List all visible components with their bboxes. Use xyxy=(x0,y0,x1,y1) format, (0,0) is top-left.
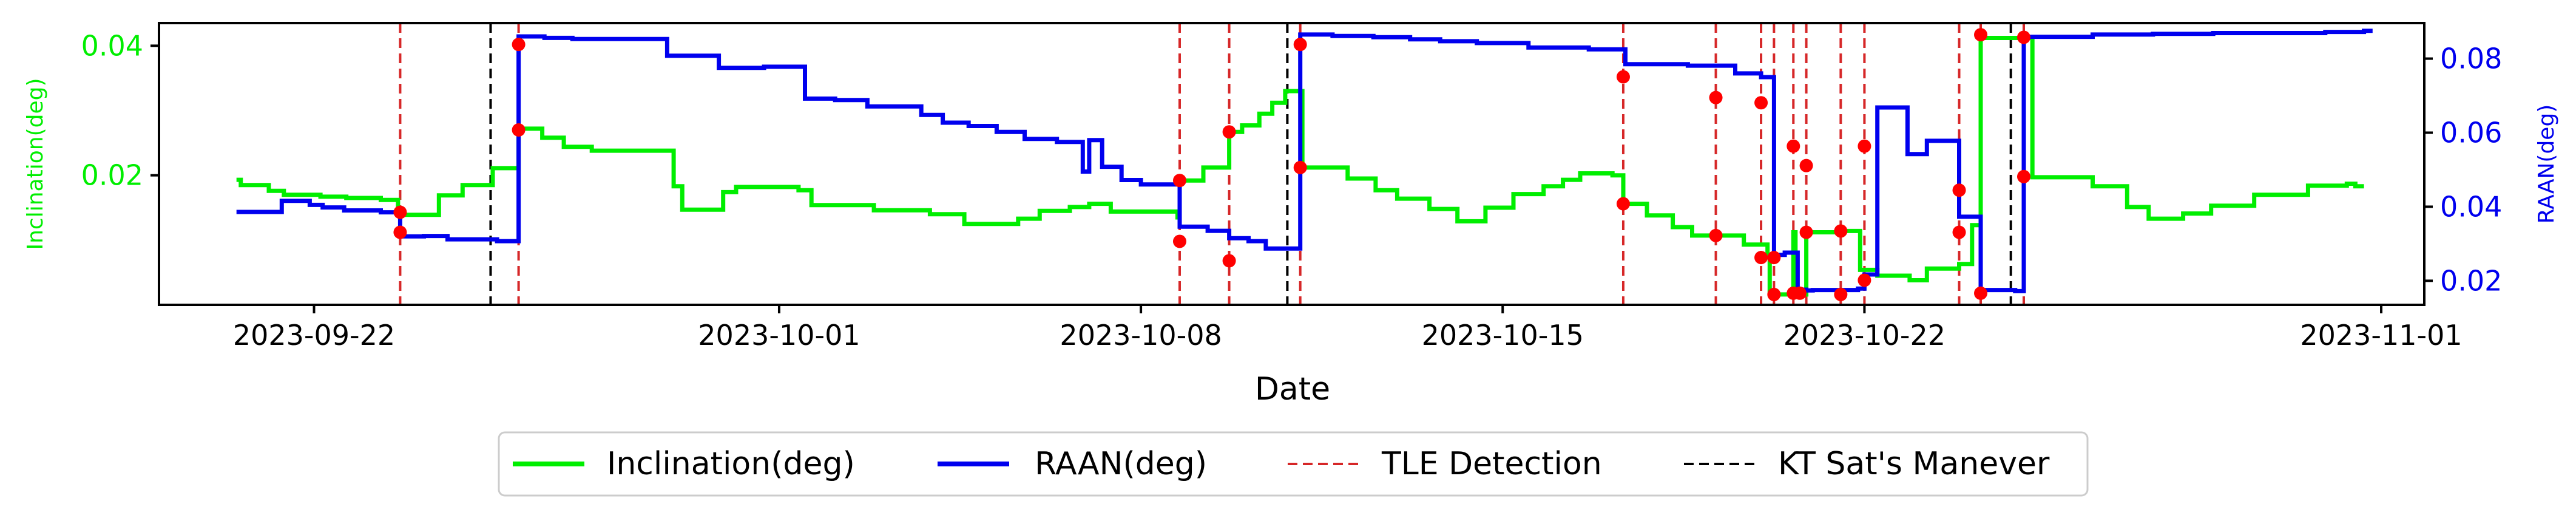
right-tick-label-2: 0.06 xyxy=(2440,116,2502,149)
inclination-series-line xyxy=(236,36,2364,297)
tle-marker-30 xyxy=(1974,286,1988,300)
tle-marker-3 xyxy=(512,123,526,137)
tle-marker-24 xyxy=(1834,287,1848,301)
tle-marker-12 xyxy=(1709,90,1723,104)
tle-marker-0 xyxy=(393,205,407,219)
raan-series-line xyxy=(236,29,2373,293)
x-axis: 2023-09-22 2023-10-01 2023-10-08 2023-10-15… xyxy=(233,305,2463,352)
tle-marker-20 xyxy=(1793,286,1807,300)
series-layer xyxy=(236,29,2373,297)
plot-frame xyxy=(158,22,2426,306)
tle-marker-6 xyxy=(1222,125,1236,139)
x-tick-label-5: 2023-11-01 xyxy=(2300,319,2462,352)
legend-raan-label: RAAN(deg) xyxy=(1035,446,1207,482)
tle-marker-13 xyxy=(1709,228,1723,242)
left-tick-label-1: 0.04 xyxy=(81,29,143,62)
x-tick-label-0: 2023-09-22 xyxy=(233,319,395,352)
y-axis-right: 0.02 0.04 0.06 0.08 xyxy=(2424,43,2502,297)
tle-marker-7 xyxy=(1222,254,1236,268)
y-axis-left: 0.02 0.04 xyxy=(81,29,159,192)
tle-marker-29 xyxy=(1974,28,1988,42)
tle-marker-27 xyxy=(1952,183,1966,197)
legend-tle-label: TLE Detection xyxy=(1381,446,1602,482)
tle-marker-10 xyxy=(1616,70,1630,84)
tle-marker-2 xyxy=(512,38,526,52)
tle-marker-32 xyxy=(2017,169,2030,183)
right-tick-label-1: 0.04 xyxy=(2440,190,2502,223)
legend: Inclination(deg) RAAN(deg) TLE Detection… xyxy=(498,431,2089,497)
tle-marker-25 xyxy=(1858,139,1871,153)
tle-marker-26 xyxy=(1858,273,1871,287)
right-axis-title: RAAN(deg) xyxy=(2534,104,2559,224)
tle-marker-1 xyxy=(393,225,407,239)
tle-marker-31 xyxy=(2017,30,2030,44)
tle-marker-5 xyxy=(1172,234,1186,248)
tle-marker-22 xyxy=(1799,158,1813,172)
marker-layer xyxy=(393,28,2030,301)
left-axis-title: Inclination(deg) xyxy=(23,78,48,250)
right-tick-label-3: 0.08 xyxy=(2440,43,2502,75)
x-tick-label-4: 2023-10-22 xyxy=(1783,319,1946,352)
tle-marker-15 xyxy=(1754,251,1768,265)
x-tick-label-3: 2023-10-15 xyxy=(1422,319,1584,352)
right-tick-label-0: 0.02 xyxy=(2440,264,2502,297)
tle-marker-8 xyxy=(1293,38,1307,52)
tle-marker-17 xyxy=(1767,251,1781,265)
tle-marker-9 xyxy=(1293,160,1307,174)
tle-marker-14 xyxy=(1754,96,1768,110)
tle-marker-21 xyxy=(1799,225,1813,239)
legend-maneuver-label: KT Sat's Manever xyxy=(1778,446,2050,482)
tle-marker-23 xyxy=(1834,224,1848,238)
tle-marker-18 xyxy=(1787,139,1800,153)
x-tick-label-2: 2023-10-08 xyxy=(1060,319,1222,352)
x-tick-label-1: 2023-10-01 xyxy=(698,319,860,352)
tle-marker-4 xyxy=(1172,174,1186,188)
x-axis-title: Date xyxy=(1255,371,1330,407)
tle-marker-28 xyxy=(1952,225,1966,239)
tle-marker-11 xyxy=(1616,197,1630,211)
left-tick-label-0: 0.02 xyxy=(81,159,143,192)
tle-marker-16 xyxy=(1767,287,1781,301)
legend-inclination-label: Inclination(deg) xyxy=(607,446,855,482)
